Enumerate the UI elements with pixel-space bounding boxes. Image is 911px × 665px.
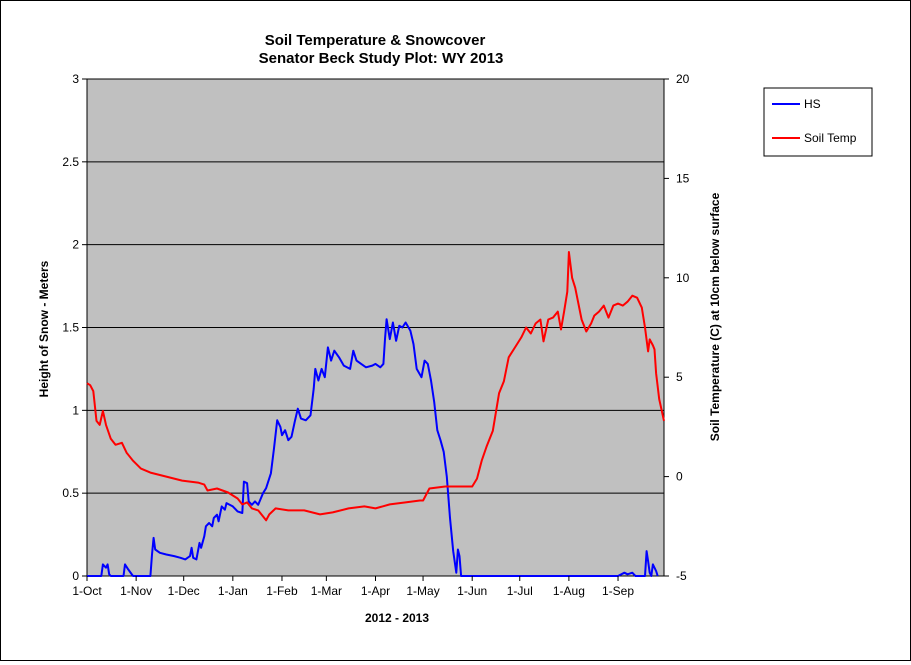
x-tick-label: 1-May [406,584,439,598]
x-tick-label: 1-Feb [266,584,298,598]
x-tick-label: 1-Dec [168,584,200,598]
x-tick-label: 1-Sep [602,584,634,598]
y2-tick-label: 10 [676,271,690,285]
legend-label-soil-temp: Soil Temp [804,131,857,145]
y2-axis-title: Soil Temperature (C) at 10cm below surfa… [708,192,722,441]
x-tick-label: 1-Jul [507,584,533,598]
chart-title: Soil Temperature & Snowcover [265,32,486,49]
y-tick-label: 2 [72,238,79,252]
x-tick-label: 1-Aug [553,584,585,598]
x-axis-title: 2012 - 2013 [365,611,429,625]
x-tick-label: 1-Mar [311,584,342,598]
legend-label-hs: HS [804,97,821,111]
axes: 0 0.5 1 1.5 2 2.5 3 -5 0 5 10 15 20 1-Oct 1-Nov 1-Dec 1-… [62,72,689,598]
y-tick-label: 1 [72,403,79,417]
y2-tick-label: 15 [676,171,690,185]
gridlines [87,161,664,494]
x-tick-label: 1-Jun [457,584,487,598]
series-line-soil-temp [86,251,665,522]
series-line-hs [87,318,659,577]
series-layer [86,251,665,577]
y-tick-label: 2.5 [62,155,79,169]
y2-tick-label: 20 [676,72,690,86]
x-tick-label: 1-Apr [361,584,390,598]
y-tick-label: 1.5 [62,321,79,335]
x-tick-label: 1-Jan [218,584,248,598]
x-tick-label: 1-Oct [72,584,102,598]
x-tick-label: 1-Nov [120,584,152,598]
legend-box [763,87,873,157]
y2-tick-label: 0 [676,470,683,484]
chart-subtitle: Senator Beck Study Plot: WY 2013 [259,50,504,67]
y-tick-label: 0 [72,569,79,583]
y-axis-title: Height of Snow - Meters [37,260,51,397]
y-tick-label: 0.5 [62,486,79,500]
legend: HS Soil Temp [763,87,873,157]
y-tick-label: 3 [72,72,79,86]
y2-tick-label: 5 [676,370,683,384]
y2-tick-label: -5 [676,569,687,583]
